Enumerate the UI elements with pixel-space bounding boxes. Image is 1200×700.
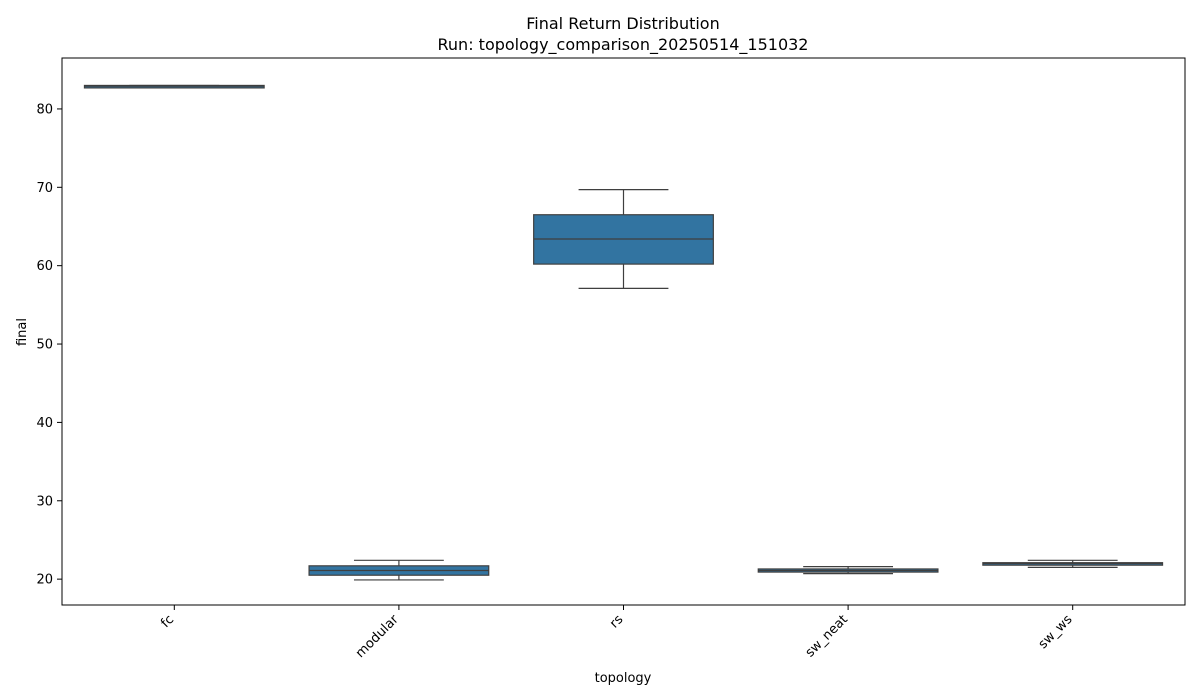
box-series [83,84,1164,581]
x-tick-label: rs [607,612,626,631]
x-tick-label: fc [158,612,177,631]
box-sw_ws [982,559,1164,568]
y-tick-label: 60 [36,259,53,274]
y-tick-label: 70 [36,181,53,196]
x-axis: fc modular rs sw_neat sw_ws [158,605,1076,661]
y-tick-label: 80 [36,102,53,117]
x-axis-label: topology [595,671,652,686]
y-axis-label: final [15,318,30,346]
chart-subtitle: Run: topology_comparison_20250514_151032 [438,35,809,55]
chart-title: Final Return Distribution [526,14,719,33]
x-tick-label: sw_neat [803,612,851,660]
y-tick-label: 20 [36,573,53,588]
box-rs [533,189,714,289]
box-fc [83,84,265,89]
y-axis: 20 30 40 50 60 70 80 [36,102,62,588]
box-modular [308,559,490,581]
plot-area [61,57,1186,606]
x-tick-label: sw_ws [1036,612,1076,652]
y-tick-label: 30 [36,494,53,509]
box-sw_neat [757,566,939,575]
y-tick-label: 40 [36,416,53,431]
plot-frame [61,57,1186,606]
x-tick-label: modular [353,612,402,661]
y-tick-label: 50 [36,338,53,353]
